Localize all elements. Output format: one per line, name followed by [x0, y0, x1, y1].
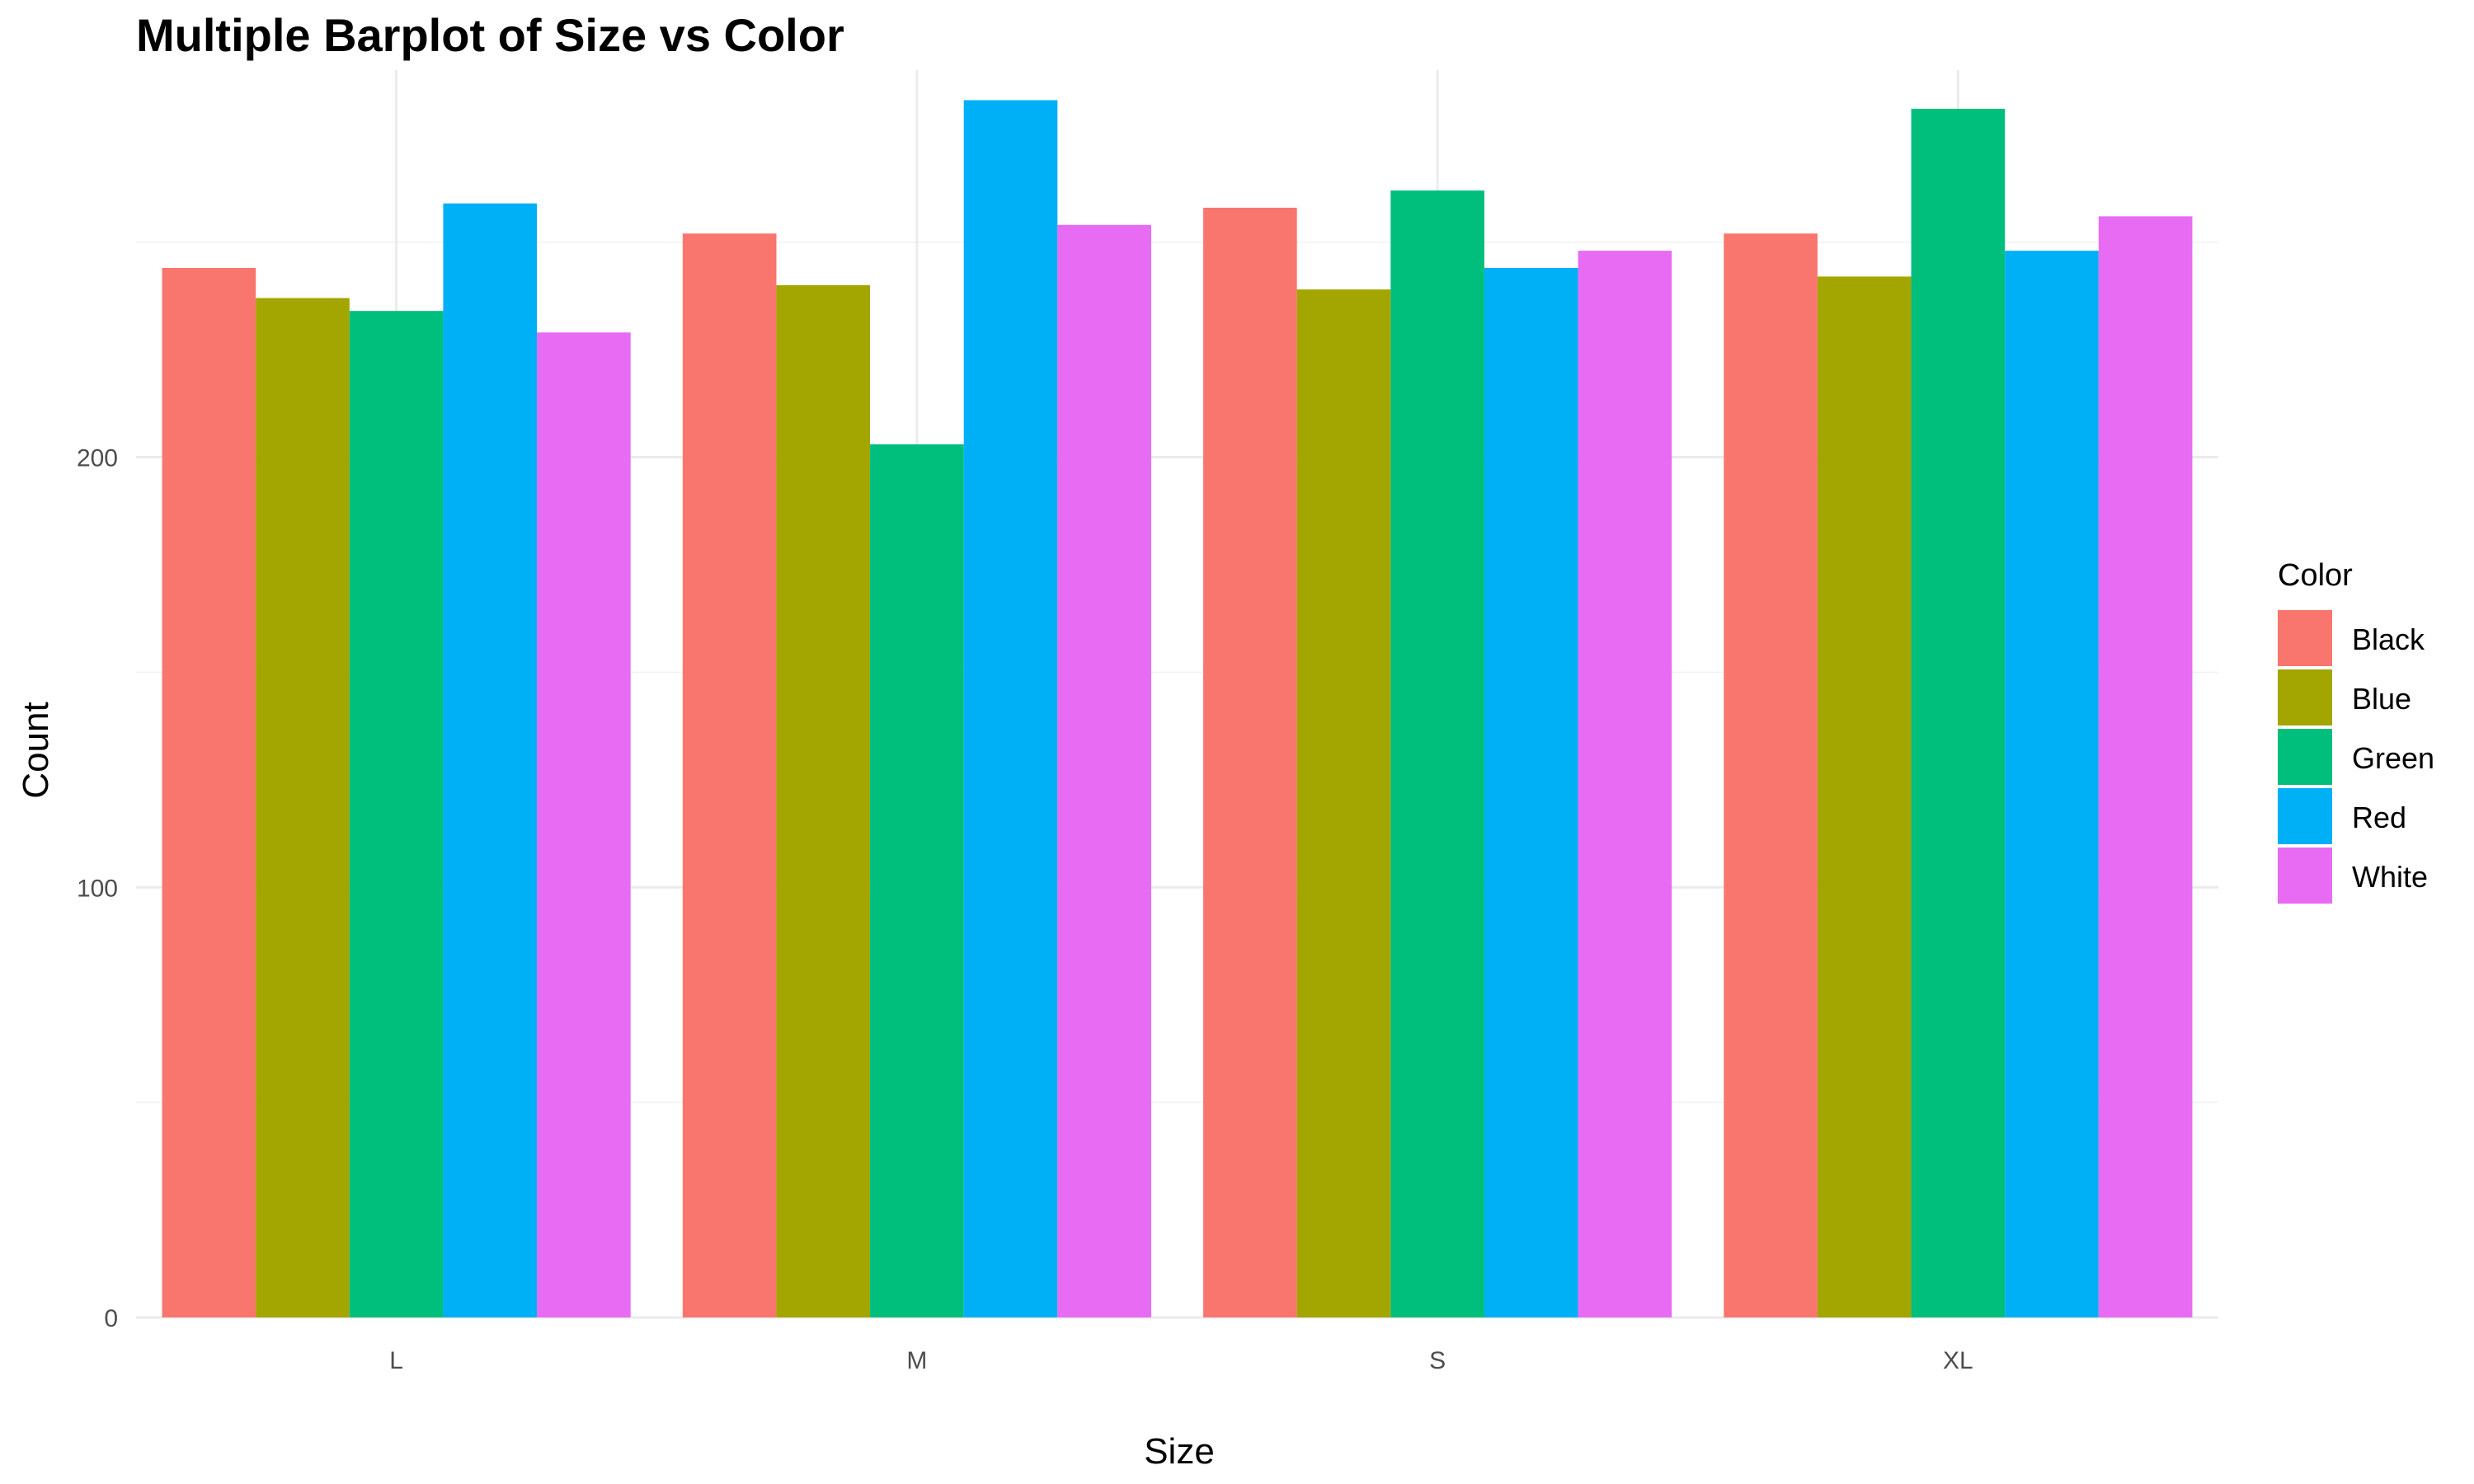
bar-s-white — [1578, 251, 1672, 1317]
chart-title: Multiple Barplot of Size vs Color — [136, 9, 844, 61]
bar-m-green — [870, 444, 964, 1317]
bar-l-white — [537, 332, 631, 1317]
legend-key-red — [2278, 788, 2332, 844]
bar-xl-white — [2098, 216, 2193, 1317]
bar-m-red — [963, 100, 1058, 1317]
bar-s-blue — [1296, 289, 1391, 1317]
x-axis-title: Size — [1144, 1431, 1215, 1472]
bar-s-red — [1484, 267, 1578, 1317]
legend-key-blue — [2278, 669, 2332, 726]
bar-m-black — [682, 233, 777, 1318]
bar-xl-black — [1724, 233, 1818, 1318]
x-tick-label: XL — [1943, 1347, 1973, 1374]
bars — [162, 100, 2193, 1318]
legend-key-white — [2278, 848, 2332, 904]
bar-l-blue — [256, 298, 350, 1317]
bar-l-black — [162, 267, 256, 1317]
x-tick-label: S — [1429, 1347, 1446, 1374]
legend-label-blue: Blue — [2352, 682, 2411, 716]
y-tick-label: 100 — [77, 875, 118, 902]
bar-l-green — [349, 311, 444, 1317]
x-tick-label: L — [389, 1347, 403, 1374]
bar-xl-blue — [1817, 276, 1912, 1317]
legend: Color Black Blue Green Red White — [2278, 558, 2434, 904]
bar-l-red — [443, 203, 538, 1317]
y-tick-label: 0 — [104, 1305, 118, 1332]
legend-label-white: White — [2352, 860, 2428, 894]
legend-key-black — [2278, 610, 2332, 666]
legend-title: Color — [2278, 558, 2353, 593]
bar-m-white — [1057, 224, 1151, 1317]
y-axis-title: Count — [16, 702, 56, 798]
legend-key-green — [2278, 729, 2332, 785]
legend-label-green: Green — [2352, 741, 2434, 775]
y-axis-ticks: 0 100 200 — [77, 445, 118, 1332]
bar-s-green — [1390, 190, 1484, 1317]
y-tick-label: 200 — [77, 445, 118, 472]
legend-label-black: Black — [2352, 622, 2425, 656]
bar-s-black — [1203, 207, 1297, 1318]
x-tick-label: M — [906, 1347, 927, 1374]
bar-xl-red — [2005, 251, 2099, 1317]
bar-xl-green — [1911, 108, 2006, 1317]
bar-m-blue — [776, 284, 871, 1317]
x-axis-ticks: L M S XL — [389, 1347, 1973, 1374]
legend-label-red: Red — [2352, 801, 2406, 834]
